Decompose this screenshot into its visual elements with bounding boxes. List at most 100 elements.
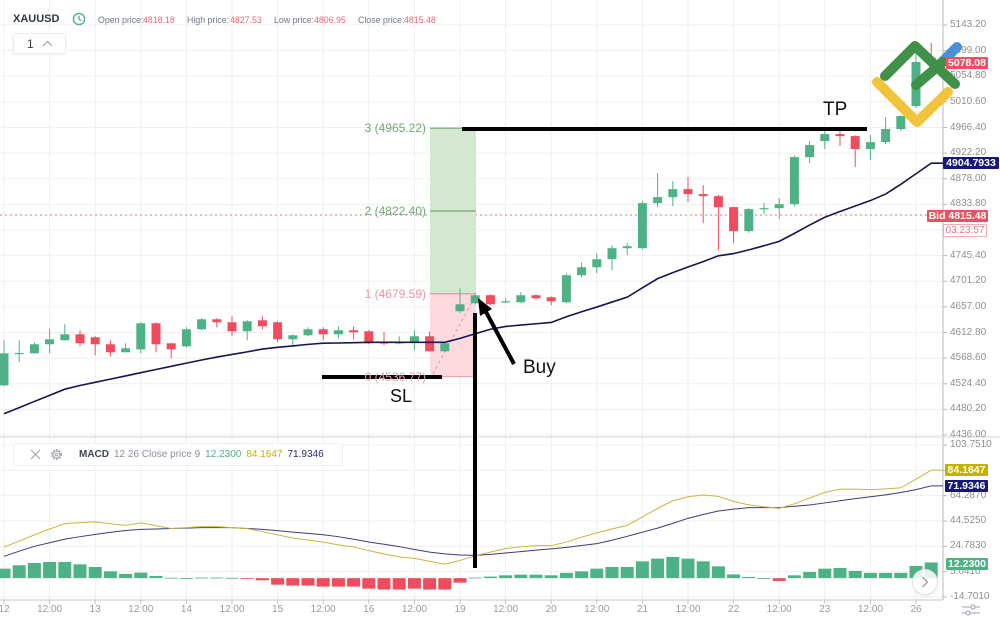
candle	[318, 327, 328, 341]
macd-legend[interactable]	[13, 443, 343, 466]
candle	[0, 340, 9, 387]
candle	[75, 330, 85, 347]
time-axis-label: 12:00	[675, 604, 701, 615]
close-price-value: 4815.48	[404, 15, 436, 25]
histogram-bar	[286, 578, 300, 586]
price-axis-label: 4436.00	[950, 429, 987, 437]
histogram-bar	[210, 577, 224, 579]
risk-level-label: 2 (4822.40)	[364, 203, 426, 218]
time-axis[interactable]: 12 12:00 13 12:00 14 12:00 15 12:00 16 12:00 19 12:…	[0, 600, 943, 621]
candle	[212, 318, 222, 328]
time-axis-label: 12:00	[219, 604, 245, 615]
histogram-bar	[316, 578, 330, 587]
sliders-icon[interactable]	[961, 603, 981, 617]
price-axis-label: 5010.60	[950, 95, 987, 107]
histogram-bar	[772, 578, 786, 581]
price-axis-label: 4524.40	[950, 377, 987, 389]
time-axis-label: 12	[0, 604, 10, 615]
candle	[501, 298, 511, 304]
candle	[577, 262, 587, 278]
symbol-title[interactable]: XAUUSD	[13, 13, 60, 25]
candle	[607, 245, 617, 271]
histogram-bar	[88, 566, 102, 579]
risk-level-label: 0 (4536.77)	[364, 369, 426, 384]
histogram-bar	[544, 575, 558, 579]
histogram-bar	[696, 561, 710, 579]
time-axis-label: 12:00	[857, 604, 883, 615]
histogram-bar	[0, 568, 11, 579]
buy-label[interactable]: Buy	[523, 357, 556, 378]
scroll-to-latest-button[interactable]	[912, 569, 938, 595]
candle	[242, 320, 252, 341]
indicator-name: MACD	[79, 449, 109, 460]
open-price-value: 4818.18	[143, 15, 175, 25]
candle	[546, 296, 556, 306]
time-axis-label: 14	[180, 604, 192, 615]
axis-ticks	[3, 24, 947, 604]
histogram-value: 12.2300	[205, 449, 242, 460]
histogram-bar	[392, 578, 406, 590]
macd-axis-label: 5.0410	[950, 565, 981, 577]
macd-axis[interactable]: 103.7510 64.2870 44.5250 24.7830 5.0410 -14.7…	[943, 437, 1000, 600]
price-axis[interactable]: 5143.20 5099.00 5054.80 5010.60 4966.40 4922.…	[943, 0, 1000, 437]
candle	[592, 253, 602, 274]
buy-arrow-icon[interactable]	[478, 298, 516, 365]
candle	[151, 322, 161, 353]
histogram-bar	[833, 567, 847, 579]
time-axis-label: 12:00	[37, 604, 63, 615]
candle	[531, 294, 541, 300]
gear-icon[interactable]	[50, 448, 63, 461]
chevron-right-icon	[922, 576, 929, 588]
candle-countdown: 03:23:57	[943, 224, 987, 237]
macd-legend-text: MACD 12 26 Close price 9 12.2300 84.1647 71.…	[79, 449, 329, 461]
histogram-bar	[119, 573, 133, 579]
candle	[333, 326, 343, 339]
histogram-bar	[12, 565, 26, 579]
candle	[257, 316, 267, 330]
candle	[668, 181, 678, 207]
price-axis-label: 4878.00	[950, 172, 987, 184]
candle	[744, 208, 754, 233]
histogram-bar	[195, 577, 209, 579]
histogram-bar	[43, 561, 57, 579]
candle	[789, 155, 799, 207]
histogram-bar	[27, 562, 41, 579]
candle	[45, 329, 55, 354]
close-icon[interactable]	[30, 449, 41, 460]
histogram-bar	[271, 578, 285, 585]
chevron-up-icon[interactable]	[42, 40, 53, 47]
histogram-bar	[863, 572, 877, 579]
macd-axis-label: 103.7510	[950, 439, 992, 450]
multiplier-selector[interactable]: 1	[13, 33, 66, 54]
histogram-bar	[681, 558, 695, 579]
take-profit-label[interactable]: TP	[823, 99, 848, 120]
risk-reward-tool[interactable]	[430, 127, 476, 378]
macd-value-tag: 84.1647	[945, 464, 988, 476]
candle	[29, 342, 39, 354]
stop-loss-label[interactable]: SL	[390, 386, 413, 406]
candle	[14, 340, 24, 363]
histogram-bar	[453, 578, 467, 583]
time-axis-label: 12:00	[128, 604, 154, 615]
entry-dashed-line	[432, 299, 474, 375]
candle	[561, 273, 571, 304]
histogram-bar	[605, 566, 619, 579]
open-price-label: Open price:	[98, 15, 144, 25]
low-price-label: Low price:	[274, 15, 315, 25]
candle	[181, 327, 191, 348]
histogram-bar	[149, 575, 163, 579]
time-axis-label: 12:00	[493, 604, 519, 615]
high-price-value: 4827.53	[230, 15, 262, 25]
candle	[713, 194, 723, 251]
histogram-bar	[803, 571, 817, 579]
candle	[166, 343, 176, 359]
drawings[interactable]	[322, 127, 867, 568]
time-axis-label: 20	[545, 604, 557, 615]
time-axis-label: 26	[910, 604, 922, 615]
macd-value: 84.1647	[246, 449, 283, 460]
candle	[926, 42, 936, 71]
clock-icon[interactable]	[72, 12, 86, 26]
candle	[121, 343, 131, 353]
bid-price-tag: Bid 4815.48	[927, 210, 988, 222]
